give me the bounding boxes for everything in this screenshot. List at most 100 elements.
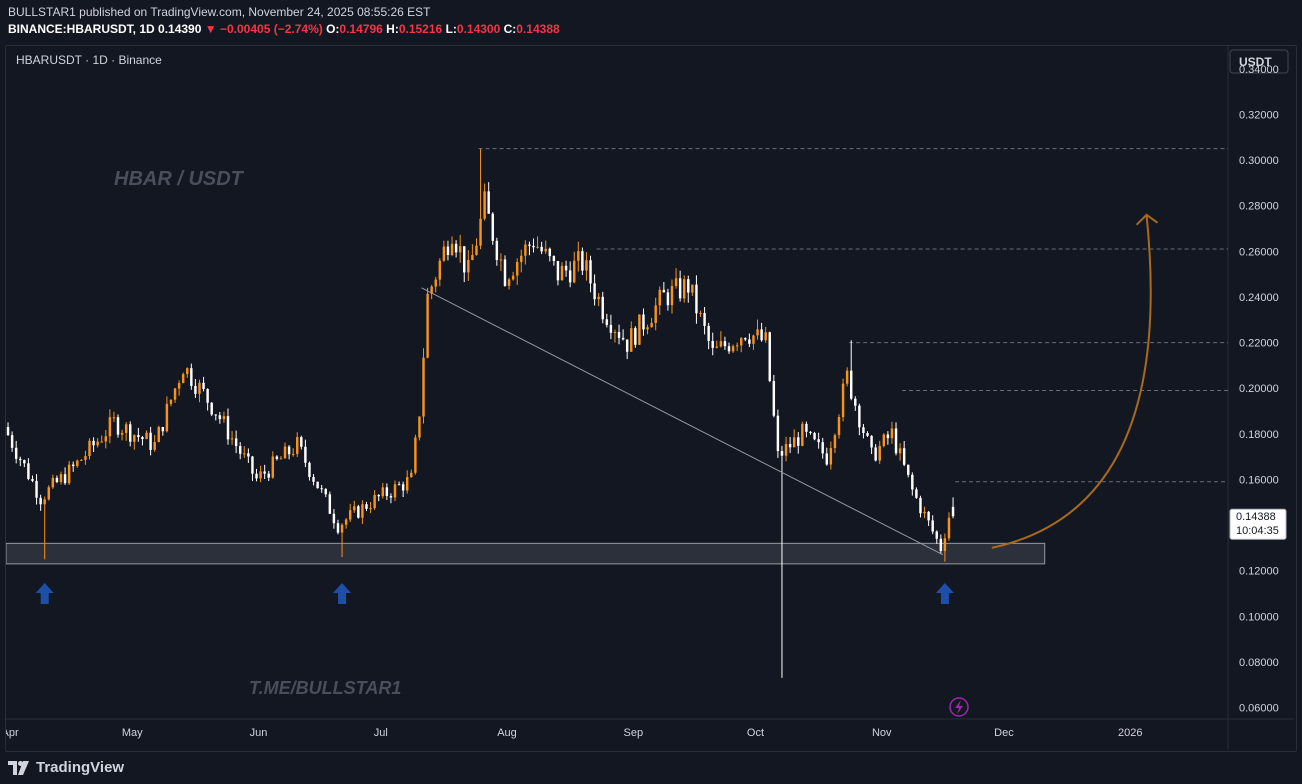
candle-body <box>544 248 547 252</box>
candle-body <box>552 256 556 262</box>
candle-body <box>862 427 865 434</box>
candle-body <box>951 506 955 517</box>
candle-body <box>695 284 698 314</box>
price-chart[interactable]: HBARUSDT · 1D · Binance USDT HBAR / USDT… <box>6 46 1294 749</box>
candle-body <box>291 453 295 455</box>
publish-info: BULLSTAR1 published on TradingView.com, … <box>8 5 431 19</box>
last-price-label: 0.14388 <box>1236 511 1276 523</box>
candle-body <box>161 427 165 432</box>
candle-body <box>723 341 727 347</box>
candle-body <box>577 251 580 261</box>
y-tick-label: 0.22000 <box>1239 338 1279 350</box>
candle-body <box>23 460 26 464</box>
candle-body <box>71 464 75 467</box>
candle-body <box>340 524 344 533</box>
candle-body <box>458 246 462 253</box>
candle-body <box>259 471 262 479</box>
candle-body <box>373 494 376 509</box>
curved-arrow-icon <box>991 214 1152 549</box>
high-label: H: <box>386 22 399 36</box>
candle-body <box>80 459 83 461</box>
candle-body <box>165 403 169 432</box>
candle-body <box>756 329 759 336</box>
candle-body <box>560 265 564 281</box>
candle-body <box>911 474 914 490</box>
candle-body <box>255 473 258 479</box>
currency-button[interactable]: USDT <box>1229 49 1289 74</box>
candle-body <box>6 426 10 436</box>
candle-body <box>923 511 926 514</box>
trendline <box>421 287 944 556</box>
candle-body <box>898 448 902 454</box>
candle-body <box>682 279 686 299</box>
candle-body <box>768 332 771 381</box>
candle-body <box>589 260 592 284</box>
candle-body <box>882 434 886 446</box>
candle-body <box>320 488 323 490</box>
candle-body <box>772 380 776 416</box>
candle-body <box>556 261 560 281</box>
symbol-label: BINANCE:HBARUSDT, 1D <box>8 22 155 36</box>
candle-body <box>939 538 943 551</box>
candle-body <box>348 510 352 520</box>
candle-body <box>426 293 429 358</box>
candle-body <box>406 477 409 491</box>
up-arrow-icon <box>333 583 352 604</box>
candle-body <box>711 341 714 348</box>
chart-frame <box>5 45 1297 752</box>
candle-body <box>210 402 213 415</box>
y-tick-label: 0.08000 <box>1239 657 1279 669</box>
candle-body <box>687 279 690 293</box>
candle-body <box>797 437 800 446</box>
candle-body <box>39 497 42 505</box>
candle-body <box>145 432 148 440</box>
candle-body <box>540 246 543 252</box>
projection <box>991 213 1159 549</box>
candle-body <box>108 417 112 437</box>
footer: TradingView <box>0 752 1302 784</box>
candle-body <box>198 382 201 394</box>
candles <box>6 148 955 678</box>
candle-body <box>475 245 478 255</box>
price-change: −0.00405 (−2.74%) <box>219 22 323 36</box>
candle-body <box>597 296 600 300</box>
candle-body <box>438 260 442 280</box>
candle-body <box>784 444 788 456</box>
candle-body <box>764 332 767 341</box>
candle-body <box>31 479 34 481</box>
candle-body <box>581 251 584 271</box>
candle-body <box>740 338 743 346</box>
candle-body <box>430 286 433 294</box>
x-tick-label: Sep <box>624 727 644 739</box>
candle-body <box>935 531 938 539</box>
candle-body <box>336 523 340 533</box>
candle-body <box>691 284 694 293</box>
candle-body <box>353 506 356 511</box>
candle-body <box>715 346 719 348</box>
candle-body <box>181 374 185 384</box>
lightning-icon[interactable] <box>949 697 969 717</box>
candle-body <box>100 441 103 443</box>
candle-body <box>263 471 266 474</box>
price-axis: 0.060000.080000.100000.120000.140000.160… <box>1239 64 1279 715</box>
candle-body <box>316 481 319 489</box>
candle-body <box>593 283 596 300</box>
candle-body <box>92 440 95 446</box>
tradingview-logo[interactable]: TradingView <box>8 759 124 776</box>
candle-body <box>678 278 682 299</box>
candle-body <box>890 428 894 439</box>
candle-body <box>845 370 849 384</box>
candle-body <box>238 446 242 454</box>
candle-body <box>601 296 604 320</box>
candle-body <box>206 389 209 403</box>
candle-body <box>841 383 845 418</box>
candle-body <box>214 414 217 416</box>
candle-body <box>752 335 755 344</box>
candle-body <box>894 428 898 454</box>
candle-body <box>332 513 336 524</box>
trendline-line <box>421 287 944 556</box>
candle-body <box>874 447 877 461</box>
candle-body <box>157 427 160 443</box>
candle-body <box>14 447 18 459</box>
x-tick-label: May <box>122 727 143 739</box>
